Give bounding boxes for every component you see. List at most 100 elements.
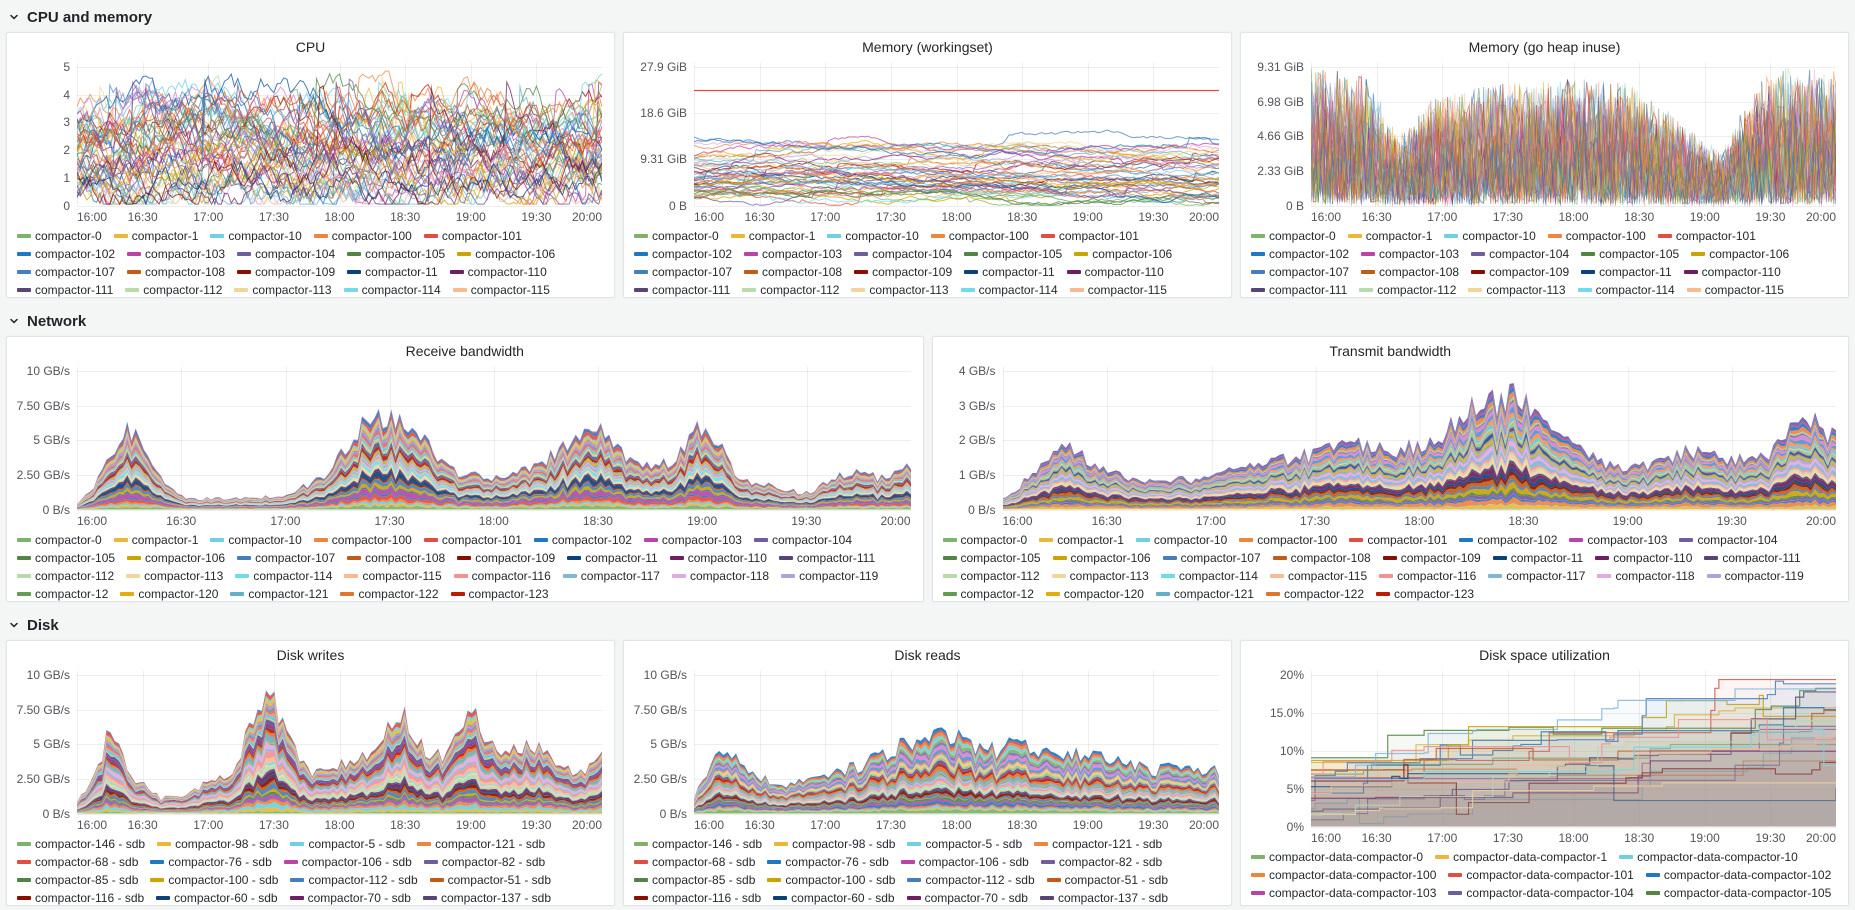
legend-item[interactable]: compactor-103 xyxy=(643,531,742,548)
legend-item[interactable]: compactor-105 xyxy=(942,549,1041,566)
legend-item[interactable]: compactor-10 xyxy=(827,227,919,244)
legend-item[interactable]: compactor-103 xyxy=(1569,531,1667,548)
legend-item[interactable]: compactor-101 xyxy=(423,227,522,244)
legend-item[interactable]: compactor-105 xyxy=(17,549,115,566)
legend-item[interactable]: compactor-70 - sdb xyxy=(906,889,1028,905)
legend-item[interactable]: compactor-107 xyxy=(1251,263,1349,280)
legend-item[interactable]: compactor-102 xyxy=(17,245,115,262)
legend-item[interactable]: compactor-0 xyxy=(17,227,102,244)
legend-item[interactable]: compactor-115 xyxy=(344,567,442,584)
legend-item[interactable]: compactor-11 xyxy=(1492,549,1583,566)
legend-item[interactable]: compactor-106 - sdb xyxy=(283,853,412,870)
legend-item[interactable]: compactor-123 xyxy=(450,585,549,601)
legend-item[interactable]: compactor-85 - sdb xyxy=(17,871,138,888)
legend-item[interactable]: compactor-108 xyxy=(127,263,225,280)
legend-item[interactable]: compactor-data-compactor-10 xyxy=(1619,848,1798,865)
legend-item[interactable]: compactor-1 xyxy=(113,531,198,548)
legend-item[interactable]: compactor-101 xyxy=(1657,227,1756,244)
legend-item[interactable]: compactor-118 xyxy=(671,567,769,584)
legend-item[interactable]: compactor-60 - sdb xyxy=(156,889,278,905)
legend-item[interactable]: compactor-114 xyxy=(235,567,332,584)
legend-item[interactable]: compactor-data-compactor-104 xyxy=(1448,884,1634,901)
panel-title[interactable]: Memory (workingset) xyxy=(862,39,993,55)
legend-item[interactable]: compactor-100 xyxy=(1547,227,1646,244)
legend-item[interactable]: compactor-85 - sdb xyxy=(634,871,755,888)
legend-item[interactable]: compactor-1 xyxy=(1347,227,1432,244)
legend-item[interactable]: compactor-109 xyxy=(1382,549,1481,566)
legend-item[interactable]: compactor-5 - sdb xyxy=(907,835,1022,852)
legend-item[interactable]: compactor-137 - sdb xyxy=(1039,889,1168,905)
legend-item[interactable]: compactor-112 xyxy=(742,281,839,297)
legend-item[interactable]: compactor-110 xyxy=(449,263,547,280)
legend-item[interactable]: compactor-111 xyxy=(778,549,875,566)
legend-item[interactable]: compactor-146 - sdb xyxy=(634,835,762,852)
legend-item[interactable]: compactor-103 xyxy=(127,245,225,262)
legend-item[interactable]: compactor-110 xyxy=(1066,263,1164,280)
panel-title[interactable]: Disk writes xyxy=(276,647,345,663)
legend-item[interactable]: compactor-121 - sdb xyxy=(1034,835,1162,852)
legend-item[interactable]: compactor-122 xyxy=(1265,585,1364,601)
legend-item[interactable]: compactor-109 xyxy=(854,263,952,280)
panel-title[interactable]: CPU xyxy=(295,39,326,55)
panel-title[interactable]: Memory (go heap inuse) xyxy=(1468,39,1621,55)
legend-item[interactable]: compactor-114 xyxy=(960,281,1058,297)
legend-item[interactable]: compactor-data-compactor-101 xyxy=(1448,866,1634,883)
legend-item[interactable]: compactor-137 - sdb xyxy=(422,889,551,905)
legend-item[interactable]: compactor-116 - sdb xyxy=(17,889,144,905)
legend-item[interactable]: compactor-100 - sdb xyxy=(150,871,278,888)
chart-canvas[interactable] xyxy=(77,61,602,207)
legend-item[interactable]: compactor-51 - sdb xyxy=(429,871,551,888)
chart-canvas[interactable] xyxy=(1002,365,1836,511)
legend-item[interactable]: compactor-76 - sdb xyxy=(150,853,272,870)
legend-item[interactable]: compactor-108 xyxy=(1272,549,1371,566)
legend-item[interactable]: compactor-102 xyxy=(634,245,732,262)
legend-item[interactable]: compactor-119 xyxy=(1706,567,1804,584)
legend-item[interactable]: compactor-109 xyxy=(457,549,555,566)
legend-item[interactable]: compactor-10 xyxy=(1135,531,1227,548)
legend-item[interactable]: compactor-100 xyxy=(1239,531,1337,548)
legend-item[interactable]: compactor-1 xyxy=(113,227,198,244)
legend-item[interactable]: compactor-107 xyxy=(237,549,335,566)
legend-item[interactable]: compactor-51 - sdb xyxy=(1046,871,1168,888)
legend-item[interactable]: compactor-108 xyxy=(1361,263,1459,280)
panel-title[interactable]: Receive bandwidth xyxy=(405,343,524,359)
legend-item[interactable]: compactor-109 xyxy=(237,263,335,280)
legend-item[interactable]: compactor-116 xyxy=(453,567,551,584)
legend-item[interactable]: compactor-110 xyxy=(1595,549,1692,566)
legend-item[interactable]: compactor-105 xyxy=(1581,245,1679,262)
legend-item[interactable]: compactor-98 - sdb xyxy=(157,835,278,852)
legend-item[interactable]: compactor-113 xyxy=(234,281,332,297)
legend-item[interactable]: compactor-111 xyxy=(1251,281,1347,297)
legend-item[interactable]: compactor-103 xyxy=(1361,245,1459,262)
chart-canvas[interactable] xyxy=(694,669,1219,815)
legend-item[interactable]: compactor-106 xyxy=(127,549,225,566)
legend-item[interactable]: compactor-0 xyxy=(942,531,1027,548)
legend-item[interactable]: compactor-110 xyxy=(669,549,767,566)
legend-item[interactable]: compactor-146 - sdb xyxy=(17,835,145,852)
legend-item[interactable]: compactor-113 xyxy=(851,281,949,297)
legend-item[interactable]: compactor-106 xyxy=(457,245,555,262)
legend-item[interactable]: compactor-100 xyxy=(313,531,412,548)
legend-item[interactable]: compactor-115 xyxy=(1069,281,1167,297)
legend-item[interactable]: compactor-113 xyxy=(126,567,223,584)
legend-item[interactable]: compactor-82 - sdb xyxy=(423,853,545,870)
panel-title[interactable]: Disk reads xyxy=(894,647,961,663)
legend-item[interactable]: compactor-106 xyxy=(1074,245,1172,262)
legend-item[interactable]: compactor-119 xyxy=(781,567,878,584)
legend-item[interactable]: compactor-70 - sdb xyxy=(289,889,411,905)
legend-item[interactable]: compactor-11 xyxy=(567,549,658,566)
legend-item[interactable]: compactor-106 - sdb xyxy=(900,853,1029,870)
legend-item[interactable]: compactor-106 xyxy=(1691,245,1789,262)
legend-item[interactable]: compactor-0 xyxy=(634,227,719,244)
panel-title[interactable]: Disk space utilization xyxy=(1479,647,1610,663)
legend-item[interactable]: compactor-10 xyxy=(1444,227,1536,244)
chart-canvas[interactable] xyxy=(1311,669,1836,828)
legend-item[interactable]: compactor-1 xyxy=(730,227,815,244)
legend-item[interactable]: compactor-102 xyxy=(1251,245,1349,262)
legend-item[interactable]: compactor-11 xyxy=(1581,263,1672,280)
legend-item[interactable]: compactor-data-compactor-100 xyxy=(1251,866,1436,883)
legend-item[interactable]: compactor-11 xyxy=(347,263,438,280)
legend-item[interactable]: compactor-115 xyxy=(452,281,550,297)
legend-item[interactable]: compactor-108 xyxy=(744,263,842,280)
legend-item[interactable]: compactor-101 xyxy=(1349,531,1447,548)
